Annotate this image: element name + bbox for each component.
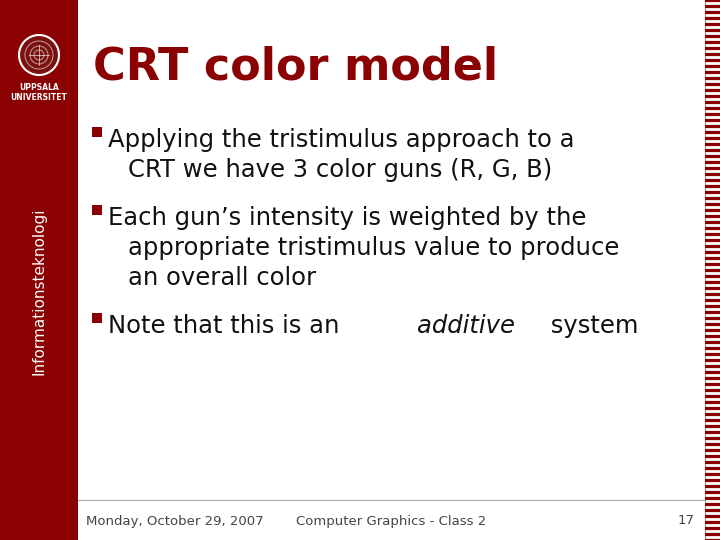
Bar xyxy=(0,0,78,540)
Text: Applying the tristimulus approach to a: Applying the tristimulus approach to a xyxy=(108,128,575,152)
Bar xyxy=(92,313,102,323)
Text: UPPSALA
UNIVERSITET: UPPSALA UNIVERSITET xyxy=(11,83,68,103)
Text: Each gun’s intensity is weighted by the: Each gun’s intensity is weighted by the xyxy=(108,206,586,230)
Bar xyxy=(705,0,720,540)
Bar xyxy=(92,127,102,137)
Text: system: system xyxy=(543,314,638,338)
Bar xyxy=(92,205,102,215)
Text: appropriate tristimulus value to produce: appropriate tristimulus value to produce xyxy=(128,236,619,260)
Text: CRT color model: CRT color model xyxy=(93,45,498,88)
Text: Monday, October 29, 2007: Monday, October 29, 2007 xyxy=(86,515,264,528)
Text: an overall color: an overall color xyxy=(128,266,316,290)
Text: additive: additive xyxy=(417,314,514,338)
Circle shape xyxy=(19,35,59,75)
Text: Computer Graphics - Class 2: Computer Graphics - Class 2 xyxy=(297,515,487,528)
Text: Note that this is an: Note that this is an xyxy=(108,314,347,338)
Text: 17: 17 xyxy=(678,515,695,528)
Text: CRT we have 3 color guns (R, G, B): CRT we have 3 color guns (R, G, B) xyxy=(128,158,552,182)
Text: Informationsteknologi: Informationsteknologi xyxy=(32,208,47,375)
